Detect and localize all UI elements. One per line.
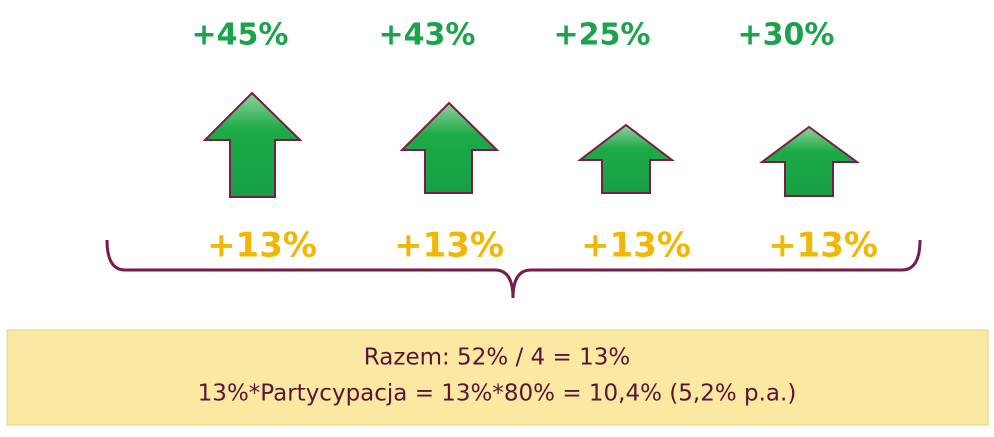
up-arrow: [399, 101, 500, 194]
up-arrow: [577, 123, 675, 194]
average-label: +13%: [768, 226, 878, 266]
average-label: +13%: [207, 226, 317, 266]
average-label: +13%: [394, 226, 504, 266]
up-arrow: [202, 91, 303, 198]
average-label: +13%: [581, 226, 691, 266]
brace: [105, 239, 922, 299]
growth-label: +30%: [738, 18, 835, 53]
growth-label: +43%: [379, 18, 476, 53]
summary-line: 13%*Partycypacja = 13%*80% = 10,4% (5,2%…: [198, 381, 797, 407]
growth-label: +25%: [554, 18, 651, 53]
up-arrow: [758, 125, 861, 197]
growth-label: +45%: [192, 18, 289, 53]
summary-line: Razem: 52% / 4 = 13%: [364, 345, 630, 371]
summary-box: [6, 329, 989, 426]
